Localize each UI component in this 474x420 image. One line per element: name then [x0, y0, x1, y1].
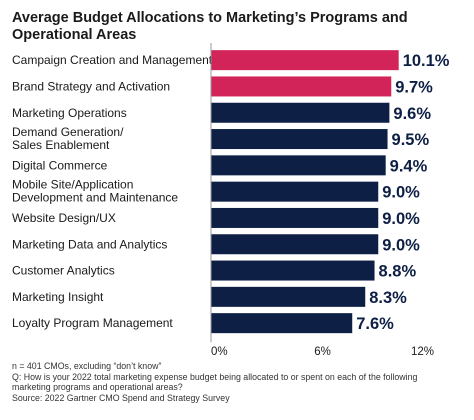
bar	[211, 102, 390, 123]
data-label: 9.0%	[382, 236, 420, 254]
category-label: Brand Strategy and Activation	[12, 79, 170, 93]
chart-title: Average Budget Allocations to Marketing’…	[12, 10, 408, 43]
x-tick-label: 12%	[411, 346, 434, 358]
bar	[211, 155, 386, 176]
bar	[211, 313, 353, 334]
category-label: Marketing Operations	[12, 106, 127, 120]
data-label: 10.1%	[403, 52, 450, 70]
category-label: Demand Generation/Sales Enablement	[12, 125, 124, 152]
x-tick-label: 0%	[211, 346, 228, 358]
bar	[211, 181, 379, 202]
category-label: Marketing Insight	[12, 290, 104, 304]
category-label: Digital Commerce	[12, 158, 108, 172]
data-label: 9.0%	[382, 184, 420, 202]
footnote-question-cont: marketing programs and operational areas…	[12, 382, 183, 393]
category-label: Campaign Creation and Management	[12, 53, 213, 67]
category-label: Marketing Data and Analytics	[12, 237, 167, 251]
footnote-source: Source: 2022 Gartner CMO Spend and Strat…	[12, 392, 230, 403]
x-tick-label: 6%	[314, 346, 331, 358]
bar	[211, 76, 392, 97]
bar	[211, 50, 399, 71]
bar	[211, 207, 379, 228]
bar	[211, 286, 366, 307]
category-label: Loyalty Program Management	[12, 316, 173, 330]
category-label: Mobile Site/Application Development and M…	[12, 178, 178, 205]
bar	[211, 260, 375, 281]
footnote-question: Q: How is your 2022 total marketing expe…	[12, 371, 418, 382]
data-label: 9.4%	[390, 157, 428, 175]
data-label: 8.3%	[369, 289, 407, 307]
data-label: 7.6%	[356, 315, 394, 333]
bar	[211, 234, 379, 255]
data-label: 9.7%	[395, 78, 433, 96]
bar-chart: 10.1% Campaign Creation and Management 9.7…	[12, 43, 450, 358]
footnote-sample: n = 401 CMOs, excluding “don’t know”	[12, 361, 162, 371]
category-label: Customer Analytics	[12, 264, 115, 278]
category-label: Website Design/UX	[12, 211, 116, 225]
data-label: 9.6%	[393, 105, 431, 123]
data-label: 8.8%	[379, 263, 417, 281]
footnotes: n = 401 CMOs, excluding “don’t know” Q: …	[12, 361, 462, 403]
bar	[211, 129, 388, 150]
data-label: 9.0%	[382, 210, 420, 228]
data-label: 9.5%	[392, 131, 430, 149]
